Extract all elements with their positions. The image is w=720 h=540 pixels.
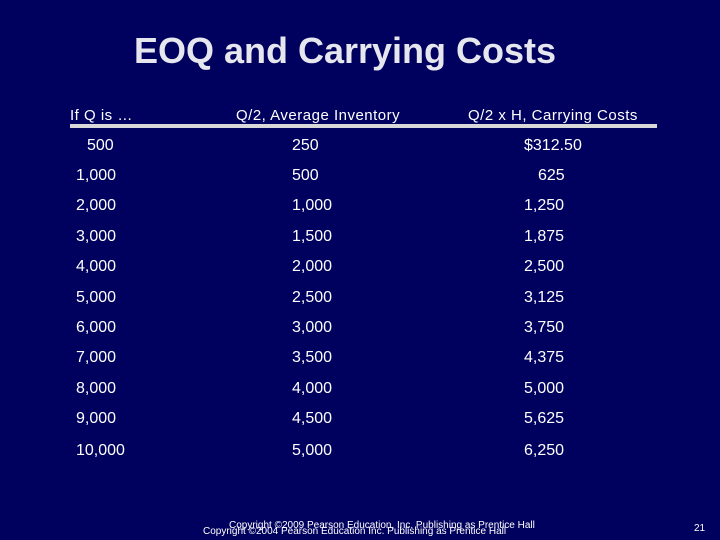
table-cell: 2,500 [524,258,565,275]
table-cell: 1,000 [76,167,117,184]
table-cell: 10,000 [76,442,125,459]
table-cell: 3,000 [76,228,117,245]
table-cell: 250 [292,137,319,154]
table-cell: 1,000 [292,197,333,214]
table-cell: 1,500 [292,228,333,245]
column-header: Q/2, Average Inventory [236,107,401,124]
table-cell: 2,000 [76,197,117,214]
table-cell: 1,250 [524,197,565,214]
header-rule [70,124,657,128]
table-cell: 4,000 [76,258,117,275]
table-cell: 1,875 [524,228,565,245]
table-cell: 2,000 [292,258,333,275]
table-cell: 6,250 [524,442,565,459]
copyright: Copyright ©2009 Pearson Education, Inc. … [229,520,535,531]
table-cell: 7,000 [76,349,117,366]
table-cell: 5,625 [524,410,565,427]
slide-title: EOQ and Carrying Costs [133,30,557,71]
table-cell: $312.50 [524,137,582,154]
table-cell: 625 [538,167,565,184]
table-cell: 4,375 [524,349,565,366]
table-cell: 5,000 [292,442,333,459]
table-cell: 3,750 [524,319,565,336]
table-cell: 500 [87,137,114,154]
table-cell: 5,000 [524,380,565,397]
table-cell: 2,500 [292,289,333,306]
table-cell: 8,000 [76,380,117,397]
table-cell: 4,500 [292,410,333,427]
table-cell: 500 [292,167,319,184]
column-header: If Q is … [70,107,133,124]
table-cell: 3,000 [292,319,333,336]
column-header: Q/2 x H, Carrying Costs [468,107,638,124]
page-number: 21 [694,523,706,534]
copyright: Copyright ©2004 Pearson Education Inc. P… [203,526,507,537]
table-cell: 9,000 [76,410,117,427]
table-cell: 4,000 [292,380,333,397]
table-cell: 3,500 [292,349,333,366]
table-cell: 5,000 [76,289,117,306]
table-cell: 3,125 [524,289,565,306]
table-cell: 6,000 [76,319,117,336]
